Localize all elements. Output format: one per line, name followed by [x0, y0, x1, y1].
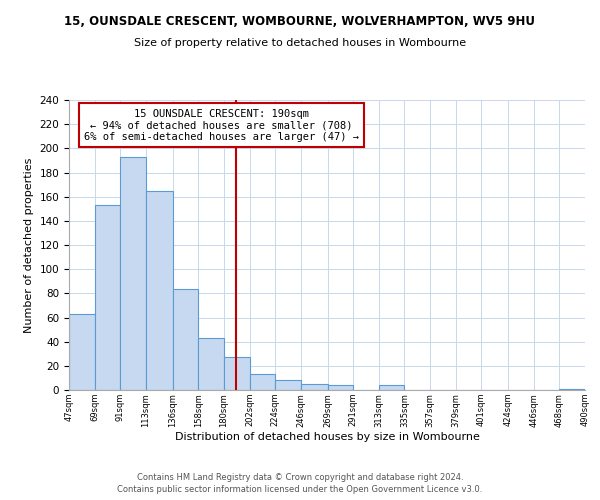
Bar: [198, 338, 224, 390]
Text: 15, OUNSDALE CRESCENT, WOMBOURNE, WOLVERHAMPTON, WV5 9HU: 15, OUNSDALE CRESCENT, WOMBOURNE, WOLVER…: [65, 15, 536, 28]
Text: Size of property relative to detached houses in Wombourne: Size of property relative to detached ho…: [134, 38, 466, 48]
Text: Contains public sector information licensed under the Open Government Licence v3: Contains public sector information licen…: [118, 485, 482, 494]
Bar: [173, 288, 198, 390]
Bar: [275, 380, 301, 390]
Bar: [301, 384, 328, 390]
Y-axis label: Number of detached properties: Number of detached properties: [24, 158, 34, 332]
Bar: [69, 314, 95, 390]
X-axis label: Distribution of detached houses by size in Wombourne: Distribution of detached houses by size …: [175, 432, 479, 442]
Text: 15 OUNSDALE CRESCENT: 190sqm
← 94% of detached houses are smaller (708)
6% of se: 15 OUNSDALE CRESCENT: 190sqm ← 94% of de…: [84, 108, 359, 142]
Bar: [559, 389, 585, 390]
Bar: [379, 385, 404, 390]
Bar: [328, 385, 353, 390]
Bar: [120, 157, 146, 390]
Bar: [146, 190, 173, 390]
Text: Contains HM Land Registry data © Crown copyright and database right 2024.: Contains HM Land Registry data © Crown c…: [137, 472, 463, 482]
Bar: [250, 374, 275, 390]
Bar: [95, 205, 120, 390]
Bar: [224, 358, 250, 390]
